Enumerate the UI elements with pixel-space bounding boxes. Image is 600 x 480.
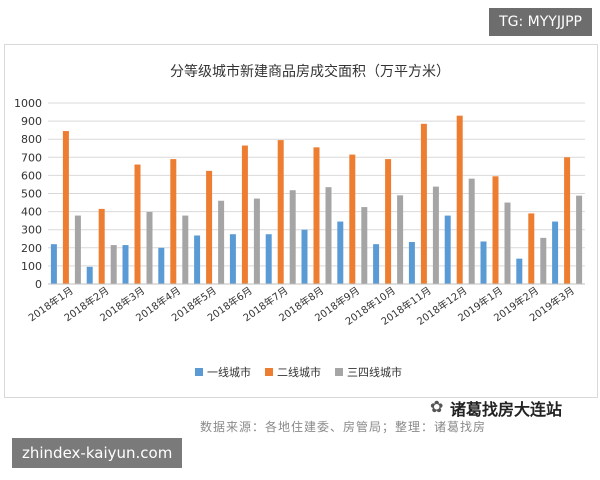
y-tick-label: 1000 bbox=[14, 97, 42, 110]
url-overlay: zhindex-kaiyun.com bbox=[12, 438, 183, 468]
bar-tier34 bbox=[397, 195, 404, 284]
bar-tier2 bbox=[564, 157, 571, 284]
bar-tier34 bbox=[74, 215, 81, 284]
bar-tier1 bbox=[86, 266, 93, 284]
bar-tier34 bbox=[504, 202, 511, 284]
bar-tier34 bbox=[361, 207, 368, 284]
y-tick-label: 300 bbox=[21, 224, 42, 237]
watermark-text: 诸葛找房大连站 bbox=[450, 400, 563, 419]
y-tick-label: 400 bbox=[21, 206, 42, 219]
bar-tier2 bbox=[420, 123, 427, 284]
y-tick-label: 800 bbox=[21, 133, 42, 146]
bar-tier1 bbox=[50, 244, 57, 284]
chart-title: 分等级城市新建商品房成交面积（万平方米） bbox=[170, 63, 450, 80]
bar-tier1 bbox=[408, 242, 415, 284]
bar-tier34 bbox=[218, 200, 225, 284]
y-tick-label: 700 bbox=[21, 151, 42, 164]
bar-tier1 bbox=[122, 245, 129, 284]
bar-tier34 bbox=[110, 245, 117, 284]
y-axis-ticks: 0 100 200 300 400 500 600 700 800 900 1000 bbox=[14, 97, 42, 291]
bar-tier1 bbox=[229, 234, 236, 284]
source-note: 数据来源：各地住建委、房管局；整理：诸葛找房 bbox=[200, 420, 487, 434]
y-tick-label: 900 bbox=[21, 115, 42, 128]
bar-tier2 bbox=[492, 176, 499, 284]
bar-tier34 bbox=[289, 190, 296, 284]
bar-tier2 bbox=[349, 154, 356, 284]
bar-tier2 bbox=[456, 115, 463, 284]
bar-tier1 bbox=[516, 258, 523, 284]
x-axis-ticks: 2018年1月2018年2月2018年3月2018年4月2018年5月2018年… bbox=[26, 284, 577, 328]
bar-tier2 bbox=[277, 140, 284, 284]
bar-tier1 bbox=[552, 221, 559, 284]
bar-tier2 bbox=[98, 208, 105, 284]
bar-tier1 bbox=[265, 234, 272, 284]
bar-tier1 bbox=[301, 229, 308, 284]
wechat-icon: ✿ bbox=[430, 397, 444, 416]
bar-tier34 bbox=[576, 195, 583, 284]
y-tick-label: 200 bbox=[21, 242, 42, 255]
legend-swatch bbox=[195, 368, 203, 376]
y-tick-label: 600 bbox=[21, 169, 42, 182]
bar-tier34 bbox=[468, 178, 475, 284]
bars bbox=[50, 115, 583, 284]
bar-tier1 bbox=[373, 244, 380, 284]
bar-tier2 bbox=[206, 170, 213, 284]
legend-label: 二线城市 bbox=[277, 365, 321, 379]
bar-tier34 bbox=[182, 215, 189, 284]
legend-swatch bbox=[265, 368, 273, 376]
y-tick-label: 500 bbox=[21, 188, 42, 201]
bar-tier2 bbox=[385, 159, 392, 284]
bar-tier34 bbox=[432, 186, 439, 284]
y-tick-label: 100 bbox=[21, 260, 42, 273]
bar-tier2 bbox=[528, 213, 535, 284]
bar-tier34 bbox=[253, 198, 260, 284]
bar-tier1 bbox=[337, 221, 344, 284]
legend: 一线城市 二线城市 三四线城市 bbox=[195, 365, 402, 379]
bar-tier34 bbox=[325, 187, 332, 284]
bar-tier34 bbox=[146, 211, 153, 284]
bar-tier1 bbox=[194, 235, 201, 284]
legend-label: 一线城市 bbox=[207, 365, 251, 379]
bar-tier2 bbox=[313, 147, 320, 284]
bar-tier1 bbox=[480, 241, 487, 284]
bar-tier34 bbox=[540, 237, 547, 284]
y-tick-label: 0 bbox=[35, 278, 42, 291]
telegram-tag-overlay: TG: MYYJJPP bbox=[489, 8, 592, 36]
legend-label: 三四线城市 bbox=[347, 365, 402, 379]
bar-tier1 bbox=[444, 215, 451, 284]
bar-tier1 bbox=[158, 247, 165, 284]
bar-tier2 bbox=[241, 145, 248, 284]
bar-tier2 bbox=[170, 159, 177, 284]
legend-swatch bbox=[335, 368, 343, 376]
bar-tier2 bbox=[134, 164, 141, 284]
bar-tier2 bbox=[62, 131, 69, 284]
